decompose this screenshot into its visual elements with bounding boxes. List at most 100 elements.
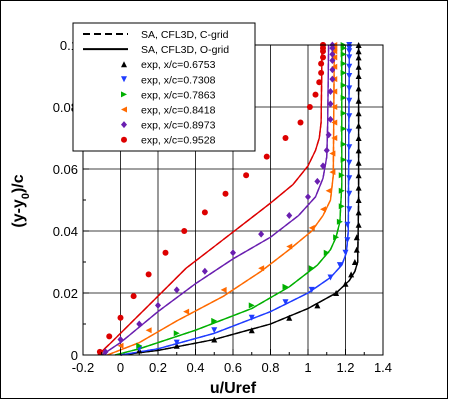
data-point (282, 283, 289, 290)
data-point (355, 48, 362, 55)
data-point (340, 125, 347, 132)
axis-ticks: -0.2 0 0.2 0.4 0.6 0.8 1 1.2 1.400.020.040.060.0… (53, 38, 392, 375)
data-point (355, 97, 362, 104)
data-point (329, 57, 336, 64)
data-point (320, 162, 326, 170)
data-point (136, 342, 143, 349)
data-point (355, 110, 362, 117)
experimental-markers (96, 41, 362, 356)
data-point (201, 209, 208, 216)
data-point (340, 141, 347, 148)
data-point (336, 262, 343, 269)
data-point (173, 339, 180, 346)
data-point (331, 104, 338, 110)
x-tick-label: 0.4 (186, 360, 204, 375)
data-point (346, 45, 353, 52)
data-point (340, 94, 347, 101)
data-point (305, 193, 311, 201)
data-point (117, 336, 124, 343)
data-point (248, 314, 255, 321)
data-point (346, 54, 353, 61)
data-point (329, 169, 336, 176)
data-point (327, 274, 334, 281)
data-point (117, 314, 124, 321)
data-point (338, 187, 345, 194)
y-axis-title-post: )/c (10, 174, 27, 193)
legend-marker-swatch (121, 76, 127, 83)
data-point (346, 190, 353, 197)
data-point (355, 135, 362, 141)
data-point (346, 159, 353, 166)
data-point (286, 212, 293, 219)
data-point (340, 60, 347, 67)
legend-marker-swatch (121, 136, 127, 143)
data-point (327, 115, 334, 123)
data-point (243, 172, 250, 179)
data-point (248, 327, 255, 334)
data-point (346, 97, 353, 104)
data-point (353, 234, 360, 241)
legend-label: SA, CFL3D, C-grid (141, 29, 229, 41)
legend-marker-swatch (121, 106, 127, 113)
data-point (331, 54, 338, 61)
data-point (346, 113, 353, 120)
data-point (263, 153, 270, 160)
data-point (314, 177, 321, 185)
data-point (327, 88, 334, 95)
data-point (258, 230, 265, 238)
data-point (344, 237, 351, 244)
data-point (308, 265, 315, 272)
data-point (297, 119, 304, 126)
data-point (320, 54, 326, 61)
data-point (181, 228, 188, 234)
data-point (130, 293, 137, 300)
data-point (340, 82, 347, 89)
legend-marker-swatch (121, 61, 127, 68)
x-tick-label: -0.2 (72, 360, 94, 375)
legend-label: exp, x/c=0.7863 (141, 89, 216, 101)
data-point (282, 299, 289, 306)
legend-label: exp, x/c=0.8418 (141, 105, 216, 117)
data-point (320, 206, 326, 213)
data-point (220, 286, 227, 293)
legend-label: SA, CFL3D, O-grid (141, 44, 229, 56)
data-point (353, 246, 360, 253)
data-point (312, 91, 319, 98)
data-point (346, 128, 353, 135)
data-point (338, 203, 345, 210)
data-point (106, 333, 113, 340)
data-point (336, 218, 343, 225)
data-point (201, 267, 208, 275)
data-point (342, 249, 349, 256)
data-point (316, 79, 323, 86)
legend-box (72, 22, 256, 152)
data-point (248, 302, 255, 309)
data-point (346, 73, 353, 79)
data-point (211, 317, 218, 324)
data-point (329, 50, 336, 58)
y-tick-label: 0.04 (53, 224, 78, 239)
data-point (145, 271, 152, 278)
y-axis-title: (y-y0)/c (10, 174, 32, 227)
data-point (173, 330, 180, 337)
data-point (329, 66, 336, 74)
data-point (340, 51, 347, 58)
data-point (346, 48, 353, 55)
data-point (136, 320, 143, 328)
data-point (331, 63, 338, 70)
legend: SA, CFL3D, C-grid SA, CFL3D, O-grid exp, x… (72, 22, 256, 152)
legend-label: exp, x/c=0.7308 (141, 74, 216, 86)
data-point (211, 327, 218, 334)
data-point (314, 302, 321, 309)
data-point (346, 85, 353, 92)
data-point (323, 146, 330, 154)
data-point (331, 119, 338, 126)
data-point (355, 172, 362, 179)
y-tick-label: 0.02 (53, 286, 78, 301)
data-point (348, 271, 355, 278)
x-tick-label: 0 (117, 360, 124, 375)
data-point (351, 259, 358, 265)
data-point (342, 280, 349, 287)
